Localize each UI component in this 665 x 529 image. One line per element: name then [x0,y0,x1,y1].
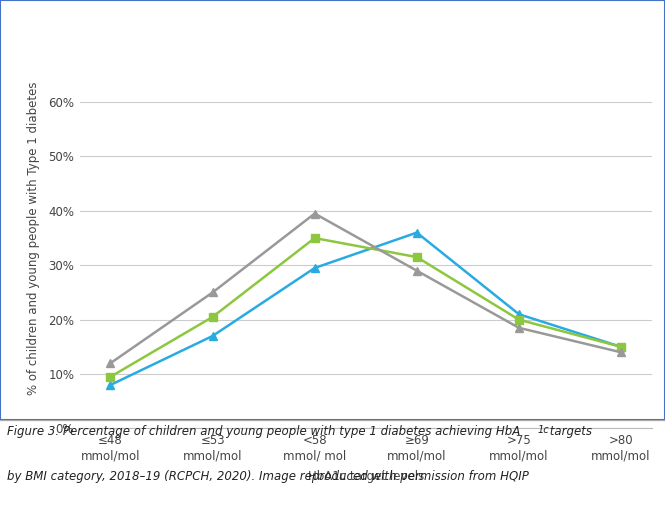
Obese [311,265,319,271]
Overweight [413,254,421,260]
Obese [617,344,625,350]
Overweight [209,314,217,320]
Healthy weight [209,289,217,296]
Overweight [515,316,523,323]
Healthy weight [311,211,319,217]
Legend: Obese, Overweight, Healthy weight: Obese, Overweight, Healthy weight [74,0,403,2]
Line: Obese: Obese [106,229,625,389]
Obese [413,230,421,236]
Line: Healthy weight: Healthy weight [106,209,625,367]
Text: targets: targets [546,425,592,439]
Text: 1c: 1c [537,425,549,435]
Line: Overweight: Overweight [106,234,625,381]
Overweight [617,344,625,350]
Overweight [106,373,114,380]
Obese [106,382,114,388]
Obese [515,311,523,317]
Healthy weight [413,268,421,274]
Healthy weight [515,325,523,331]
Text: Figure 3. Percentage of children and young people with type 1 diabetes achieving: Figure 3. Percentage of children and you… [7,425,520,439]
Y-axis label: % of children and young people with Type 1 diabetes: % of children and young people with Type… [27,81,40,395]
Overweight [311,235,319,241]
X-axis label: HbA1c target levels: HbA1c target levels [308,470,424,484]
Healthy weight [106,360,114,367]
Healthy weight [617,349,625,355]
Obese [209,333,217,339]
Text: by BMI category, 2018–19 (RCPCH, 2020). Image reproduced with permission from HQ: by BMI category, 2018–19 (RCPCH, 2020). … [7,470,529,484]
